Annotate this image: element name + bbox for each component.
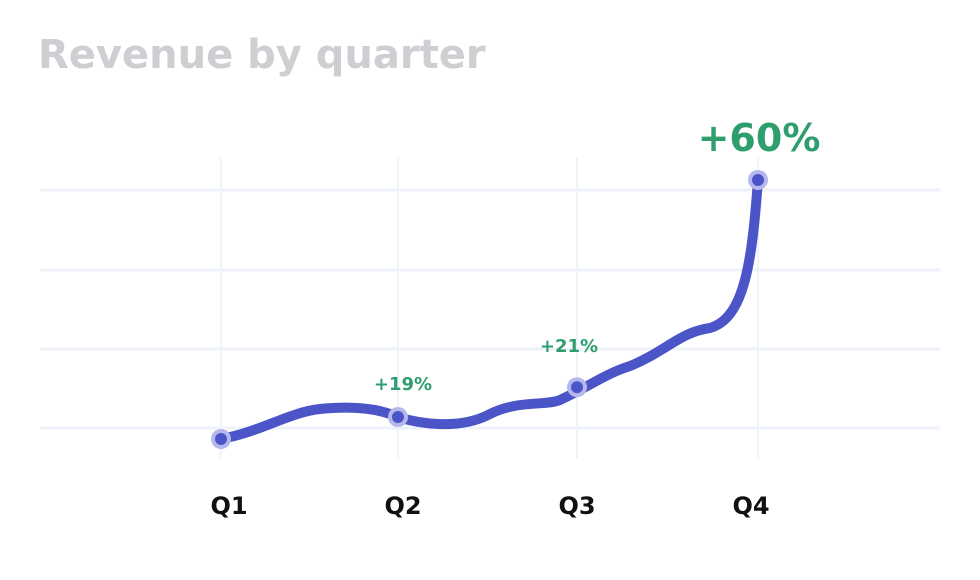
data-point-core-q2 (392, 411, 404, 424)
data-point-q3 (567, 377, 587, 398)
series-line (216, 174, 763, 444)
annotation-q2: +19% (374, 374, 432, 395)
annotation-labels: +19% +21% +60% (374, 116, 820, 395)
data-point-core-q3 (571, 381, 583, 394)
series-line-group (216, 174, 763, 444)
x-tick-label-q4: Q4 (732, 492, 769, 520)
data-point-core-q1 (215, 433, 227, 445)
x-tick-label-q3: Q3 (558, 492, 595, 520)
data-points (211, 169, 768, 449)
data-point-q1 (211, 429, 231, 449)
x-tick-label-q2: Q2 (384, 492, 421, 520)
data-point-q4 (748, 169, 768, 190)
data-point-q2 (388, 407, 408, 428)
chart-title: Revenue by quarter (38, 32, 486, 78)
data-point-core-q4 (752, 173, 764, 186)
annotation-q3: +21% (540, 336, 598, 357)
x-tick-labels: Q1 Q2 Q3 Q4 (210, 492, 769, 520)
annotation-q4: +60% (698, 116, 821, 160)
x-tick-label-q1: Q1 (210, 492, 247, 520)
